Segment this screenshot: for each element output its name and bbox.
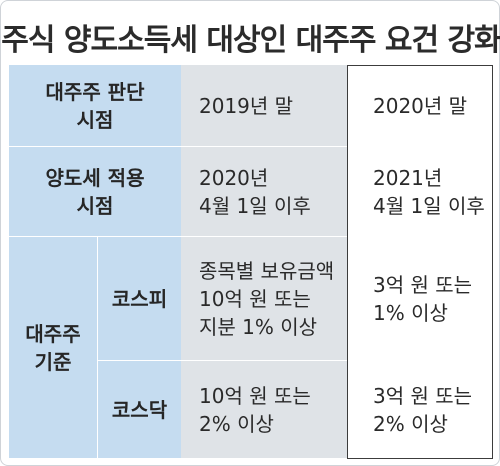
cell-judgment-after-text: 2020년 말 <box>373 93 468 118</box>
cell-kosdaq-after-text: 3억 원 또는 2% 이상 <box>373 383 473 436</box>
cell-apply-before-text: 2020년 4월 1일 이후 <box>199 165 311 218</box>
cell-kospi-before-text: 종목별 보유금액 10억 원 또는 지분 1% 이상 <box>199 258 335 339</box>
row-header-judgment: 대주주 판단 시점 <box>9 65 181 147</box>
cell-kospi-before: 종목별 보유금액 10억 원 또는 지분 1% 이상 <box>181 237 347 361</box>
row-header-judgment-label: 대주주 판단 시점 <box>45 79 145 132</box>
sub-header-kosdaq: 코스닥 <box>97 361 181 459</box>
comparison-table: 대주주 판단 시점 2019년 말 2020년 말 양도세 적용 시점 2020… <box>9 65 493 459</box>
row-header-apply-label: 양도세 적용 시점 <box>45 165 145 218</box>
cell-kospi-after: 3억 원 또는 1% 이상 <box>347 237 493 361</box>
row-header-criteria: 대주주 기준 <box>9 237 97 459</box>
infographic-title: 주식 양도소득세 대상인 대주주 요건 강화 <box>1 23 500 58</box>
row-header-apply: 양도세 적용 시점 <box>9 147 181 237</box>
cell-kosdaq-after: 3억 원 또는 2% 이상 <box>347 361 493 459</box>
cell-judgment-before: 2019년 말 <box>181 65 347 147</box>
cell-kospi-after-text: 3억 원 또는 1% 이상 <box>373 272 473 325</box>
cell-judgment-after: 2020년 말 <box>347 65 493 147</box>
sub-header-kosdaq-label: 코스닥 <box>111 397 168 422</box>
cell-judgment-before-text: 2019년 말 <box>199 93 294 118</box>
cell-apply-after: 2021년 4월 1일 이후 <box>347 147 493 237</box>
cell-apply-before: 2020년 4월 1일 이후 <box>181 147 347 237</box>
cell-kosdaq-before-text: 10억 원 또는 2% 이상 <box>199 383 311 436</box>
row-header-criteria-label: 대주주 기준 <box>25 321 81 374</box>
sub-header-kospi-label: 코스피 <box>111 286 168 311</box>
sub-header-kospi: 코스피 <box>97 237 181 361</box>
cell-kosdaq-before: 10억 원 또는 2% 이상 <box>181 361 347 459</box>
cell-apply-after-text: 2021년 4월 1일 이후 <box>373 165 485 218</box>
